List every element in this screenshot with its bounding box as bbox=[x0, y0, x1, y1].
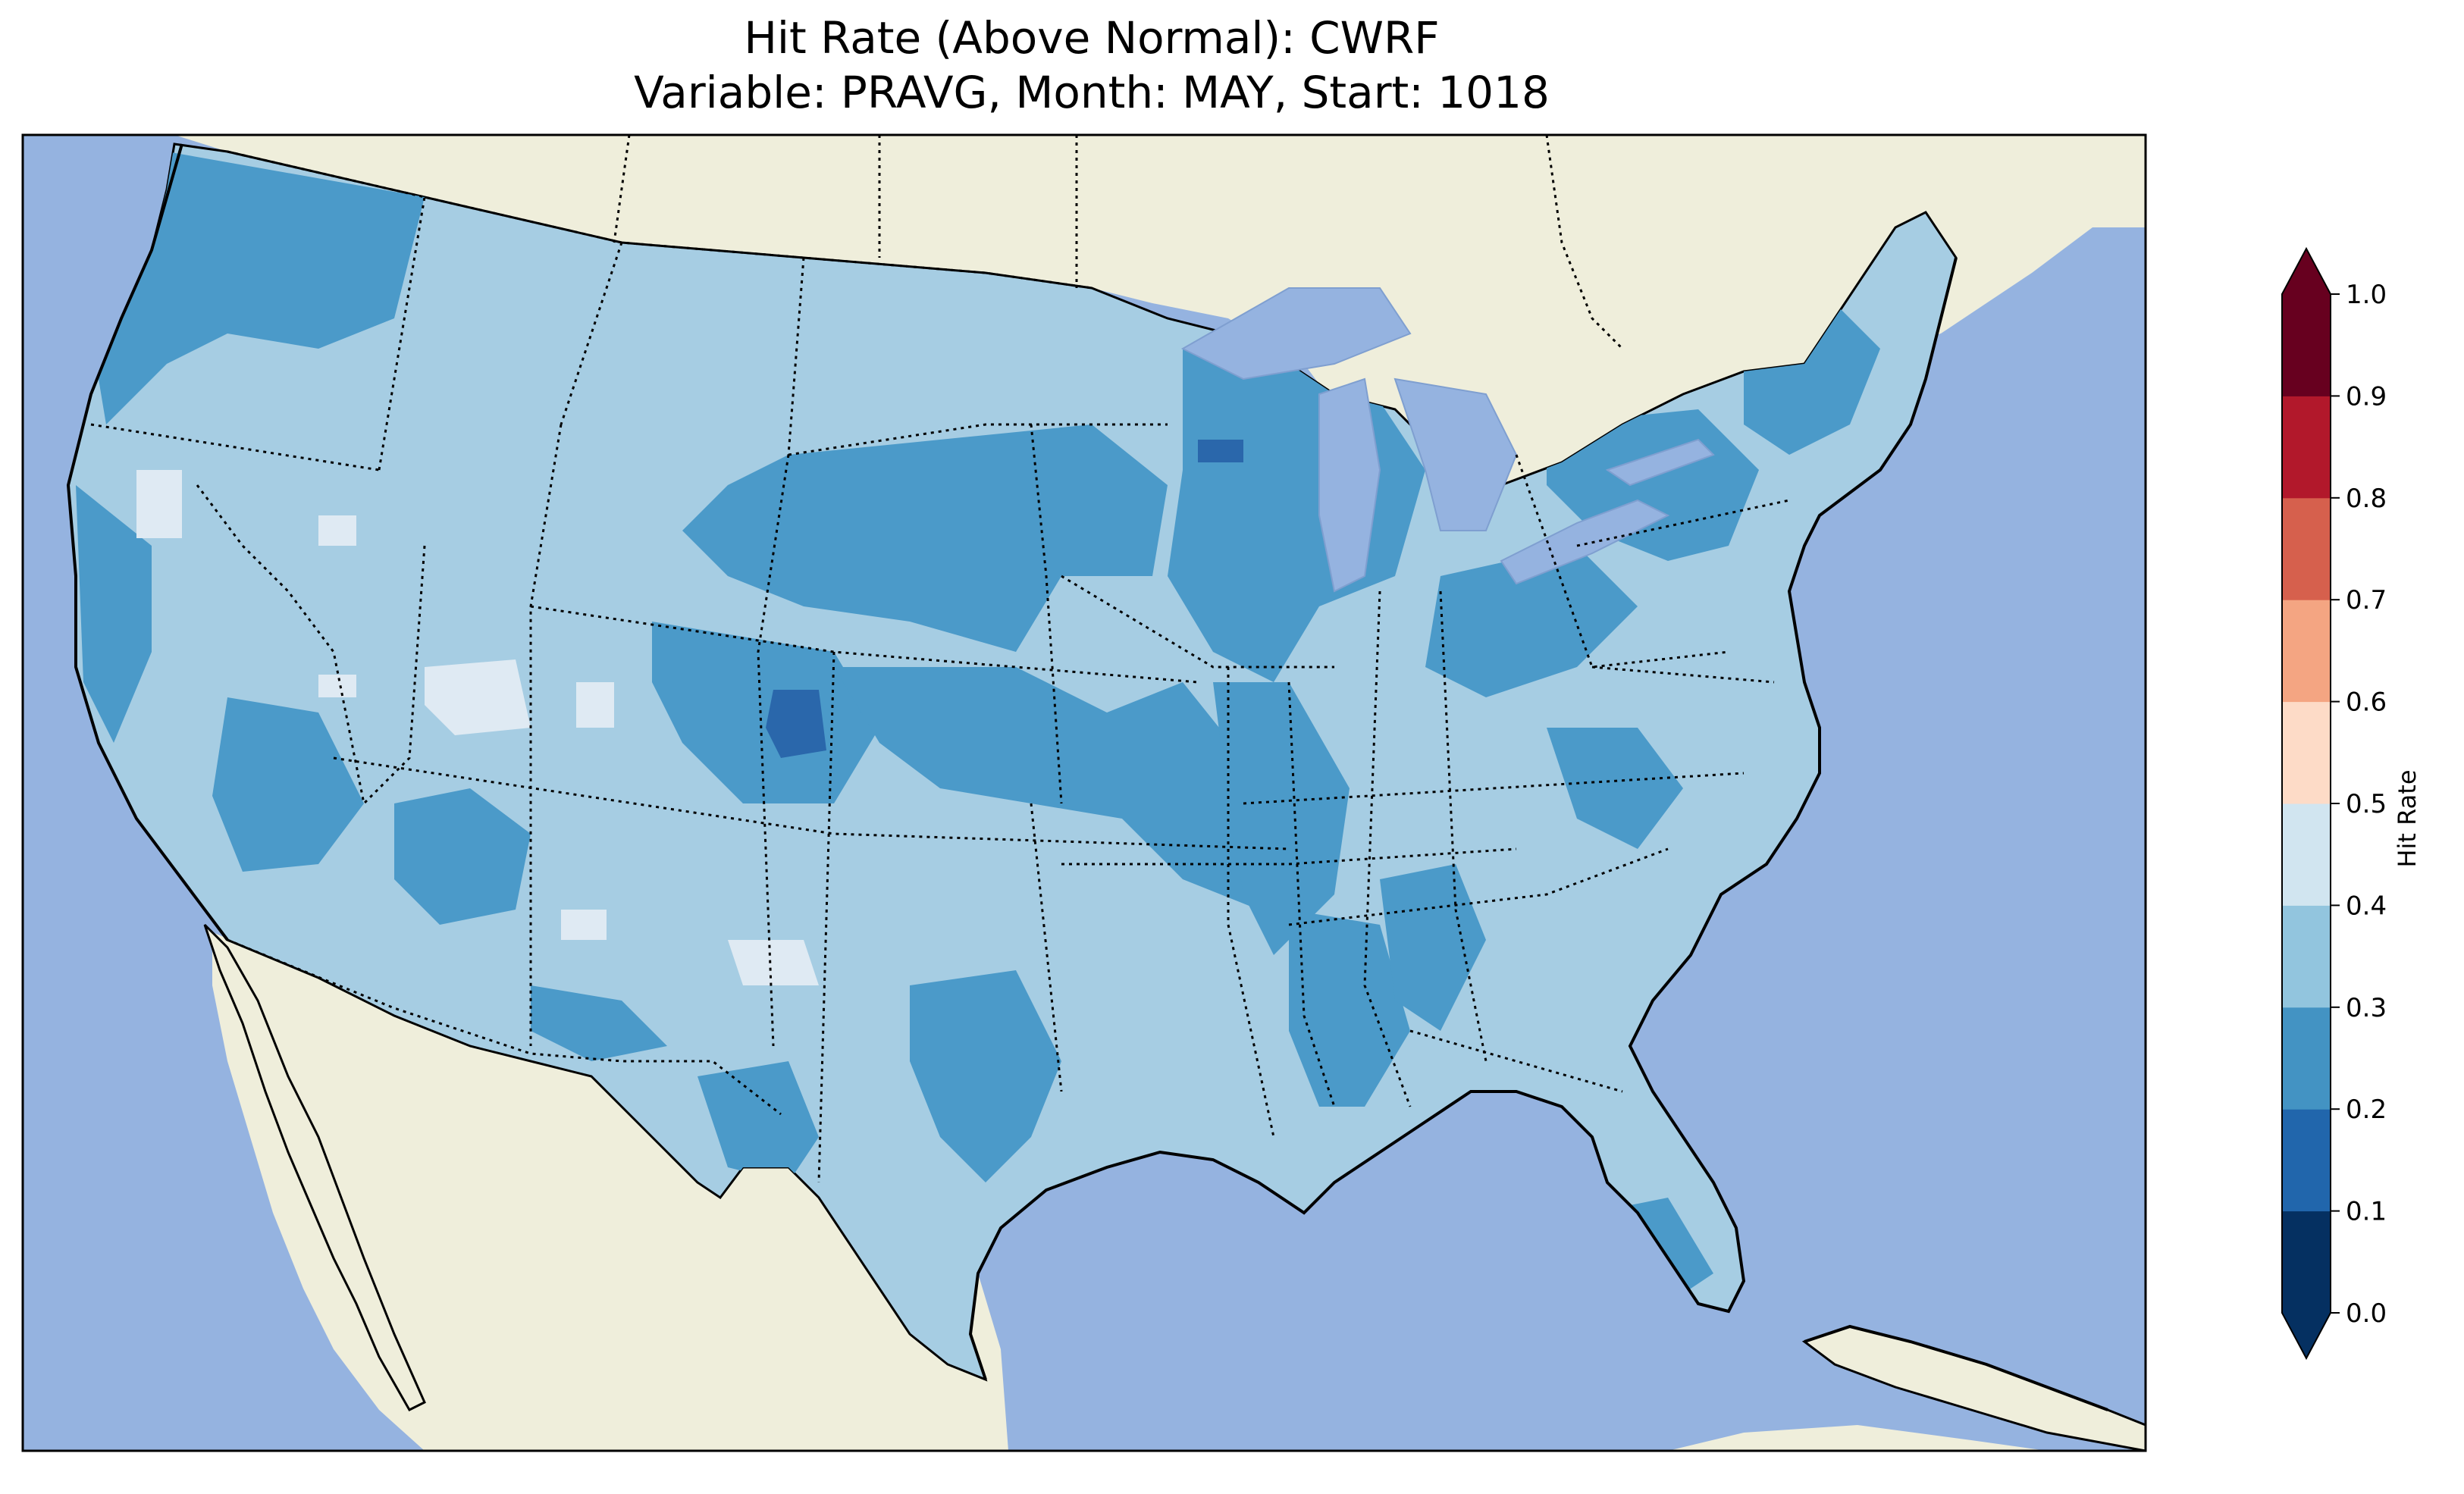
colorbar-extend-max bbox=[2282, 249, 2331, 294]
state-boundaries bbox=[90, 196, 1790, 1183]
colorbar-bin-0.1-0.2 bbox=[2282, 1109, 2331, 1212]
colorbar: 0.0 0.1 0.2 0.3 0.4 0.5 0.6 0.7 0.8 0.9 1.0 bbox=[2281, 246, 2387, 1361]
colorbar-bin-0.8-0.9 bbox=[2282, 396, 2331, 499]
hit-rate-low bbox=[766, 440, 1243, 758]
colorbar-tick-label: 1.0 bbox=[2346, 280, 2387, 310]
south-land-strip bbox=[1668, 1425, 2047, 1451]
coastlines bbox=[66, 143, 2108, 1411]
colorbar-tick-label: 0.8 bbox=[2346, 484, 2387, 514]
hit-rate-high bbox=[136, 470, 819, 985]
colorbar-bin-0.0-0.1 bbox=[2282, 1211, 2331, 1314]
colorbar-bin-0.9-1.0 bbox=[2282, 294, 2331, 396]
colorbar-tick-label: 0.9 bbox=[2346, 381, 2387, 412]
colorbar-bin-0.3-0.4 bbox=[2282, 905, 2331, 1008]
colorbar-bin-0.7-0.8 bbox=[2282, 497, 2331, 600]
colorbar-bin-0.5-0.6 bbox=[2282, 701, 2331, 804]
colorbar-extend-min bbox=[2282, 1313, 2331, 1358]
colorbar-tick-label: 0.1 bbox=[2346, 1197, 2387, 1227]
colorbar-tick-label: 0.4 bbox=[2346, 891, 2387, 921]
colorbar-tick-label: 0.7 bbox=[2346, 585, 2387, 615]
mexico-land bbox=[212, 932, 1008, 1451]
colorbar-label: Hit Rate bbox=[2393, 769, 2422, 868]
chart-title: Hit Rate (Above Normal): CWRF Variable: … bbox=[0, 11, 2183, 120]
colorbar-tick-label: 0.5 bbox=[2346, 789, 2387, 819]
title-line-1: Hit Rate (Above Normal): CWRF bbox=[744, 12, 1440, 64]
colorbar-tick-label: 0.2 bbox=[2346, 1095, 2387, 1125]
hit-rate-field bbox=[76, 152, 1880, 1304]
title-line-2: Variable: PRAVG, Month: MAY, Start: 1018 bbox=[634, 67, 1550, 118]
colorbar-tick-label: 0.0 bbox=[2346, 1298, 2387, 1329]
map-frame bbox=[21, 133, 2147, 1452]
colorbar-tick-label: 0.6 bbox=[2346, 687, 2387, 718]
colorbar-tick-label: 0.3 bbox=[2346, 993, 2387, 1023]
canada-land bbox=[174, 135, 2146, 591]
great-lakes bbox=[1180, 287, 1715, 593]
colorbar-bin-0.2-0.3 bbox=[2282, 1007, 2331, 1110]
colorbar-bin-0.4-0.5 bbox=[2282, 803, 2331, 906]
colorbar-bin-0.6-0.7 bbox=[2282, 600, 2331, 703]
country-borders bbox=[227, 135, 1624, 1116]
baja-california bbox=[203, 923, 426, 1411]
